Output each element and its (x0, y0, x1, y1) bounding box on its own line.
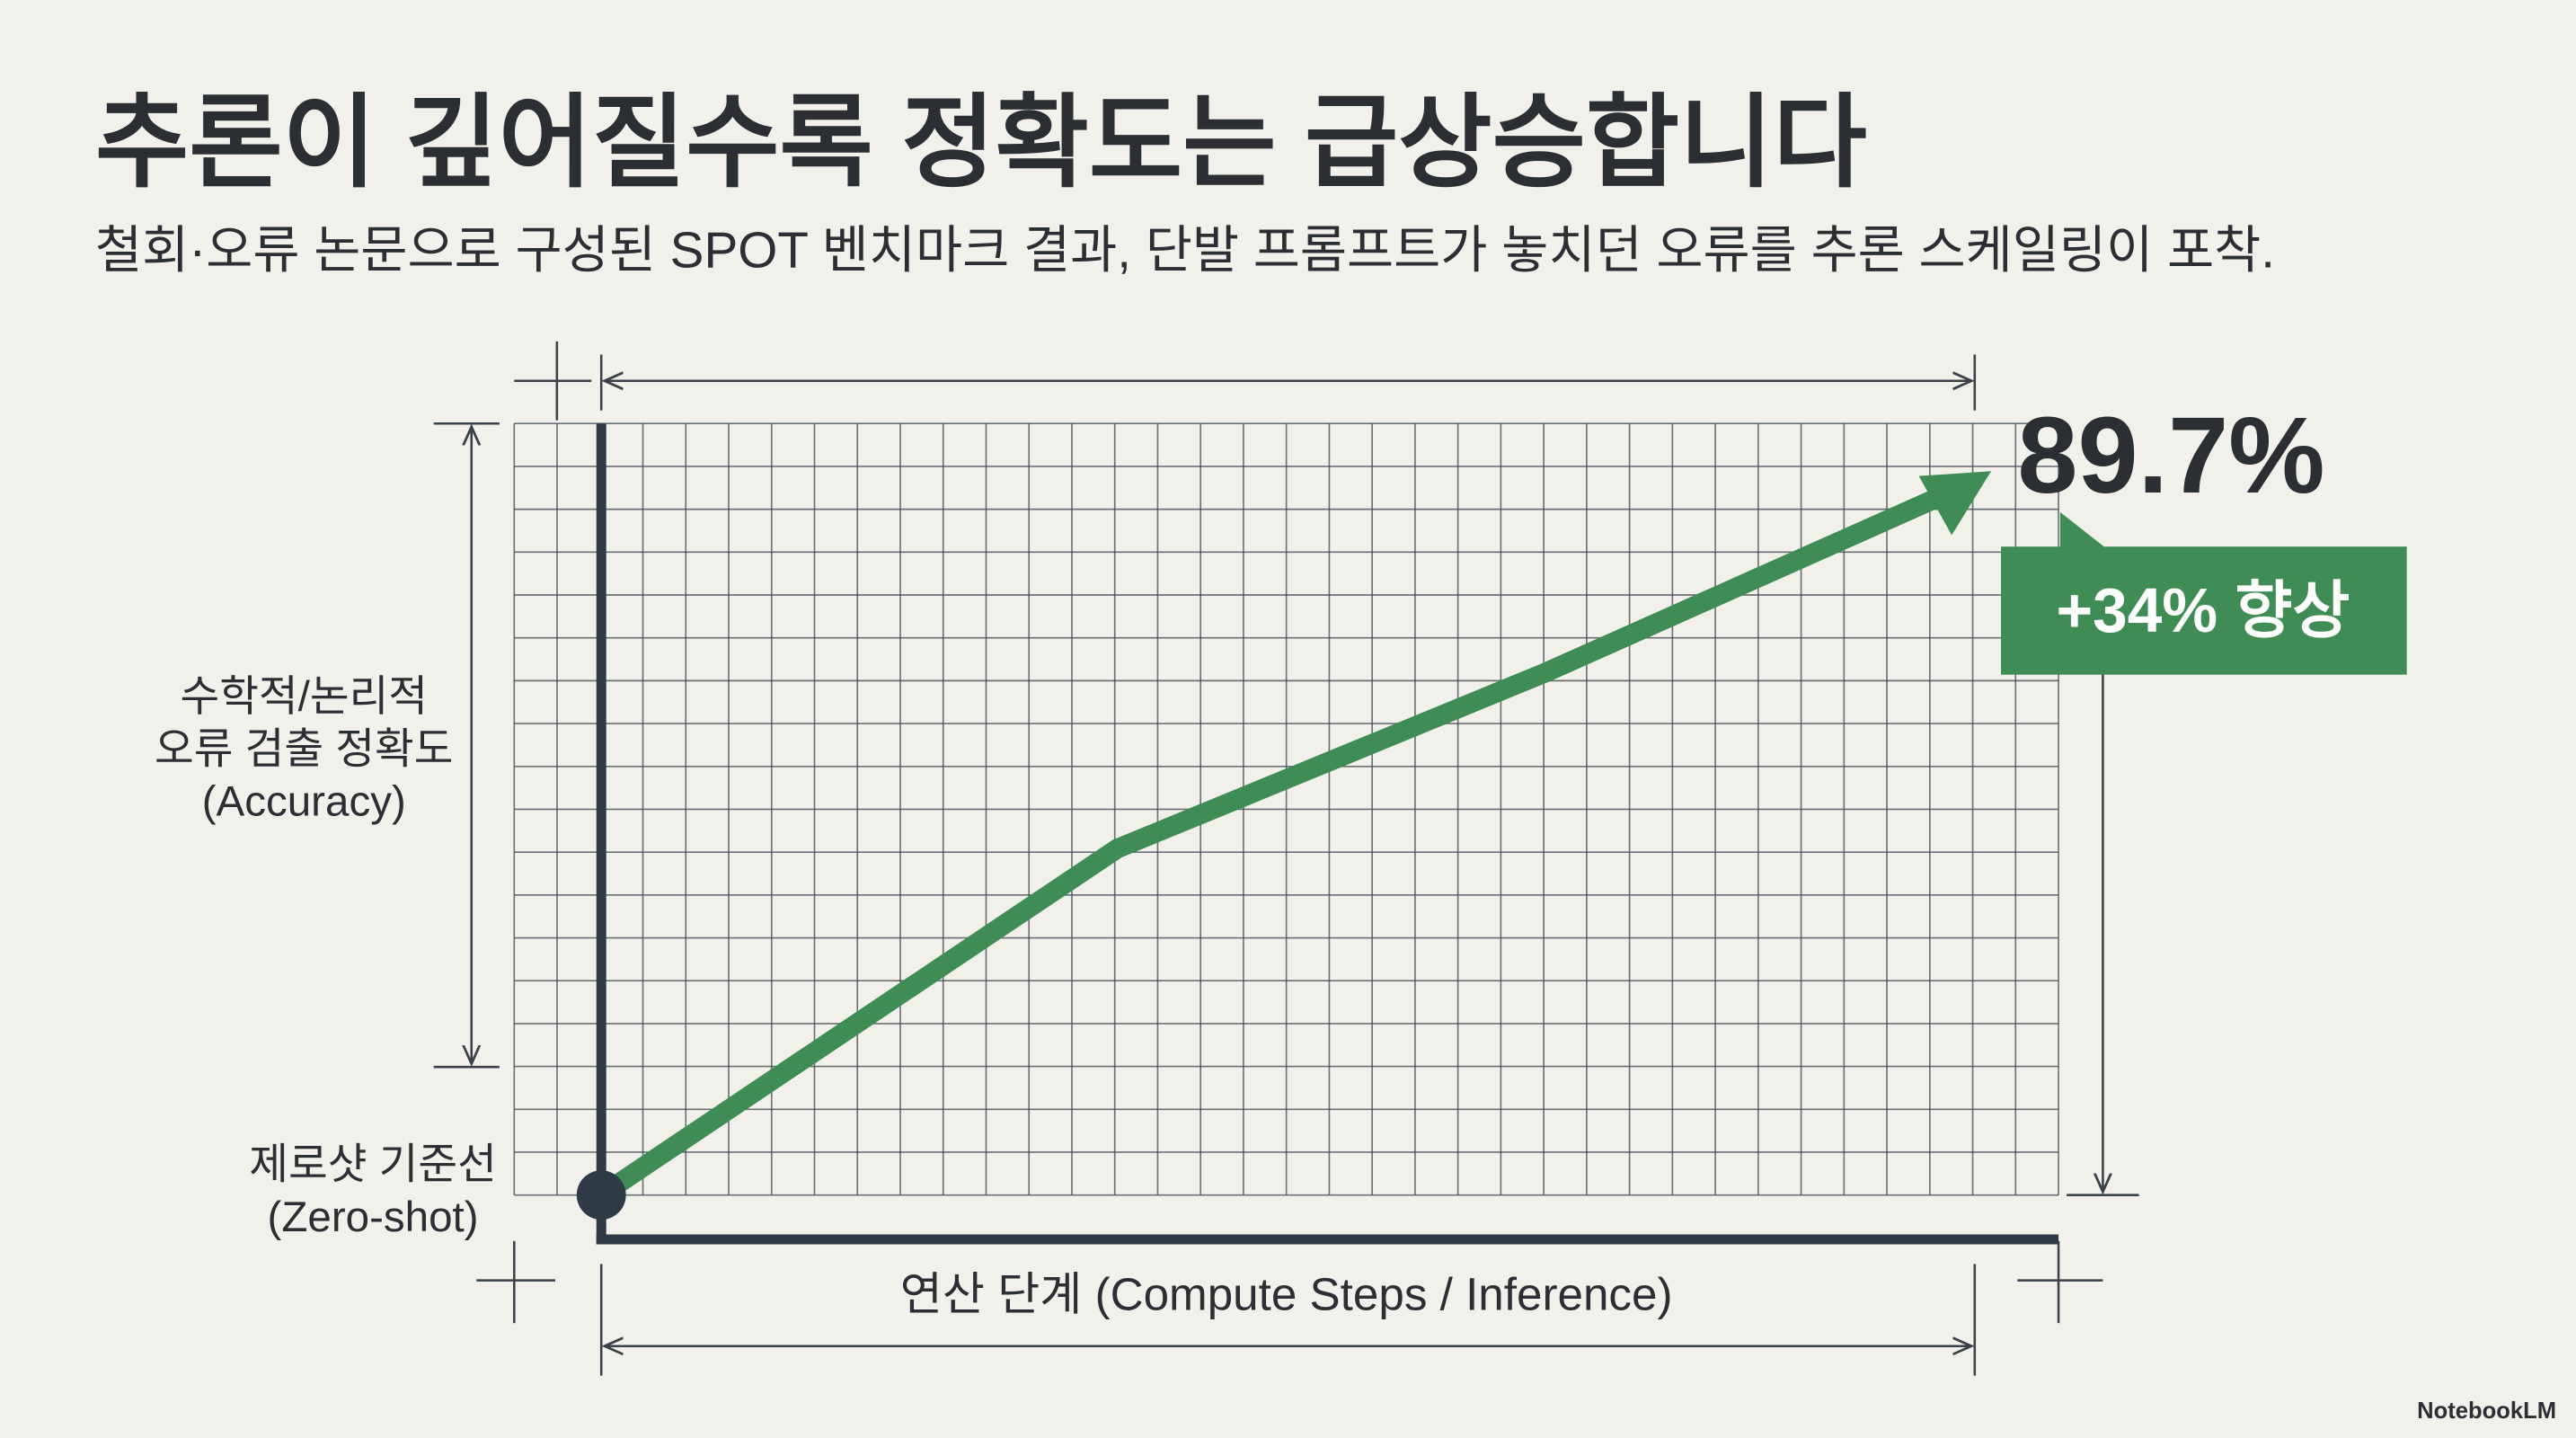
x-label: 연산 단계 (Compute Steps / Inference) (900, 1269, 1673, 1320)
trend-line (596, 486, 1946, 1203)
y-label: 수학적/논리적 (180, 673, 428, 721)
baseline-label: 제로샷 기준선 (249, 1141, 497, 1188)
baseline-dot (576, 1170, 626, 1221)
y-label: (Accuracy) (202, 778, 406, 826)
title: 추론이 깊어질수록 정확도는 급상승합니다 (95, 85, 1867, 200)
trend-arrowhead (1918, 471, 1992, 536)
gain-badge-text: +34% 향상 (2057, 575, 2350, 645)
y-label: 오류 검출 정확도 (155, 725, 453, 773)
brand: NotebookLM (2417, 1398, 2556, 1424)
baseline-label: (Zero-shot) (268, 1194, 479, 1241)
dimension-lines (433, 341, 2139, 1376)
subtitle: 철회·오류 논문으로 구성된 SPOT 벤치마크 결과, 단발 프롬프트가 놓치… (95, 223, 2275, 280)
gain-badge (2001, 546, 2407, 675)
end-value: 89.7% (2017, 395, 2324, 516)
badge-pointer (2059, 511, 2107, 549)
